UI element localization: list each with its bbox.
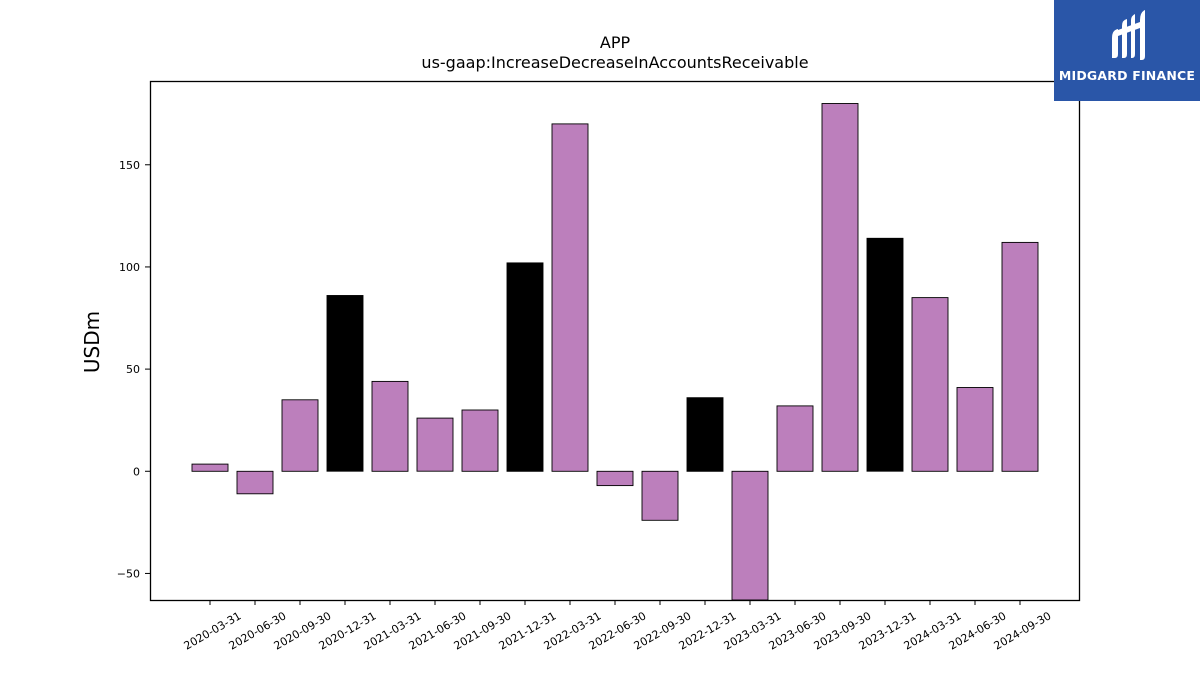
- y-tick-label: 150: [119, 159, 140, 172]
- bars-group: [191, 103, 1039, 601]
- y-tick-label: 50: [126, 363, 140, 376]
- midgard-logo-mark-icon: [1112, 10, 1145, 60]
- bar-2021-06-30: [416, 417, 454, 472]
- bar-2021-09-30: [461, 409, 499, 472]
- y-tick-label: 100: [119, 261, 140, 274]
- bar-2022-03-31: [551, 123, 589, 472]
- bar-2021-12-31: [506, 262, 544, 472]
- y-axis-ticks: −50 0 50 100 150: [117, 159, 150, 580]
- bar-2020-12-31: [326, 295, 364, 472]
- bar-2022-09-30: [641, 470, 679, 521]
- bar-2020-06-30: [236, 470, 274, 495]
- bar-2023-06-30: [776, 405, 814, 472]
- chart-subtitle: us-gaap:IncreaseDecreaseInAccountsReceiv…: [421, 53, 808, 72]
- logo-text: MIDGARD FINANCE: [1058, 68, 1196, 83]
- plot-frame: [149, 80, 1081, 602]
- bar-2024-06-30: [956, 387, 994, 472]
- y-tick-label: −50: [117, 567, 140, 580]
- bar-2020-03-31: [191, 463, 229, 472]
- bar-2024-09-30: [1001, 241, 1039, 472]
- y-axis-label: USDm: [80, 311, 104, 373]
- bar-2023-03-31: [731, 470, 769, 601]
- bar-2024-03-31: [911, 297, 949, 472]
- midgard-finance-logo: MIDGARD FINANCE: [1054, 0, 1200, 101]
- bar-2022-12-31: [686, 397, 724, 472]
- bar-2022-06-30: [596, 470, 634, 487]
- bar-2021-03-31: [371, 380, 409, 472]
- bar-2023-09-30: [821, 103, 859, 472]
- x-axis-ticks: 2020-03-312020-06-302020-09-302020-12-31…: [182, 600, 1054, 653]
- y-tick-label: 0: [133, 465, 140, 478]
- chart-title: APP: [600, 33, 631, 52]
- bar-2020-09-30: [281, 399, 319, 472]
- bar-2023-12-31: [866, 237, 904, 472]
